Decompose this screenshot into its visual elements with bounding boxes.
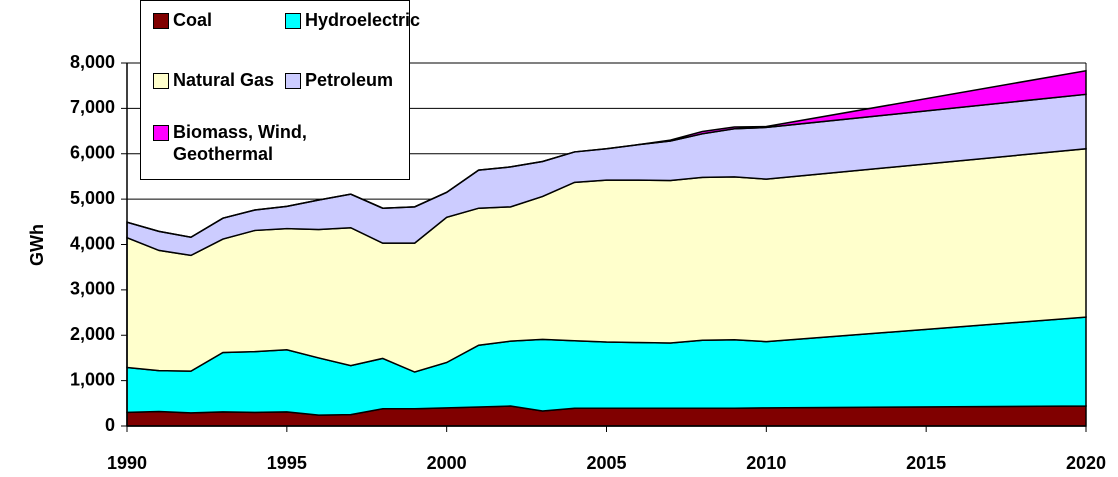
legend-item: Petroleum	[285, 69, 393, 91]
y-axis-label: GWh	[27, 224, 47, 266]
legend-swatch	[153, 73, 169, 89]
legend: Coal Hydroelectric Natural Gas Petroleum Bio…	[140, 0, 420, 180]
legend-label: Hydroelectric	[305, 10, 421, 30]
legend-item: Natural Gas	[153, 69, 274, 91]
x-tick-label: 2005	[586, 453, 626, 473]
y-tick-label: 3,000	[70, 279, 115, 299]
legend-item: Biomass, Wind, Geothermal	[153, 121, 333, 165]
y-tick-label: 4,000	[70, 233, 115, 253]
y-tick-label: 6,000	[70, 143, 115, 163]
x-tick-label: 1995	[267, 453, 307, 473]
legend-item: Hydroelectric	[285, 9, 420, 31]
legend-label: Biomass, Wind, Geothermal	[173, 122, 307, 164]
legend-swatch	[285, 13, 301, 29]
y-tick-label: 0	[105, 415, 115, 435]
x-tick-label: 2000	[427, 453, 467, 473]
legend-label: Coal	[173, 10, 213, 30]
y-tick-label: 7,000	[70, 97, 115, 117]
area	[126, 69, 1087, 239]
legend-label: Natural Gas	[173, 70, 275, 90]
legend-swatch	[153, 13, 169, 29]
y-tick-label: 2,000	[70, 324, 115, 344]
legend-swatch	[285, 73, 301, 89]
x-tick-label: 2015	[906, 453, 946, 473]
legend-swatch	[153, 125, 169, 141]
y-tick-label: 8,000	[70, 52, 115, 72]
x-tick-label: 1990	[107, 453, 147, 473]
y-tick-label: 5,000	[70, 188, 115, 208]
y-tick-label: 1,000	[70, 369, 115, 389]
x-tick-label: 2010	[746, 453, 786, 473]
legend-label: Petroleum	[305, 70, 394, 90]
x-tick-label: 2020	[1066, 453, 1106, 473]
legend-item: Coal	[153, 9, 212, 31]
